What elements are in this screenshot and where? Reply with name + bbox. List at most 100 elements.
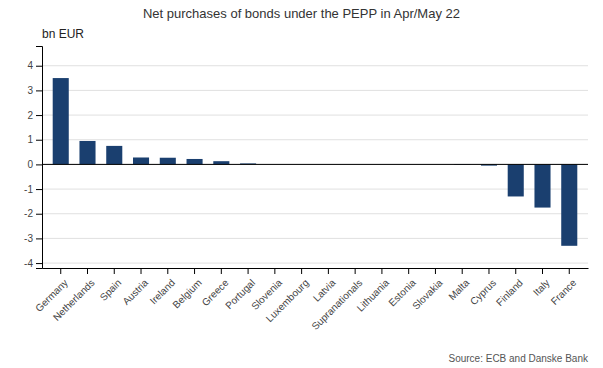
y-tick-mark [36, 115, 42, 116]
x-tick-label: Belgium [170, 277, 203, 310]
x-tick-mark [248, 268, 249, 274]
bar [508, 164, 524, 196]
y-tick: 2 [27, 110, 42, 121]
grid-line [42, 139, 588, 140]
x-tick-mark [60, 268, 61, 274]
y-tick-label: 0 [27, 159, 33, 170]
x-tick: Supranationals [309, 268, 364, 332]
x-tick-mark [221, 268, 222, 274]
x-tick-label: Lithuania [355, 277, 392, 314]
y-tick-label: -4 [24, 258, 33, 269]
x-tick-label: Netherlands [51, 277, 97, 323]
bar [133, 157, 149, 164]
y-tick: 0 [27, 159, 42, 170]
grid-line [42, 263, 588, 264]
y-tick-mark [36, 189, 42, 190]
x-tick-mark [194, 268, 195, 274]
x-tick: Cyprus [468, 268, 498, 307]
y-axis: -4 -3 -2 -1 0 1 2 3 4 [24, 47, 42, 269]
x-tick-mark [114, 268, 115, 274]
x-tick-mark [355, 268, 356, 274]
x-tick-label: Italy [531, 277, 552, 298]
grid-line [42, 90, 588, 91]
y-tick: 3 [27, 85, 42, 96]
bar [160, 158, 176, 165]
grid-line [42, 164, 588, 165]
bars [53, 78, 578, 246]
zero-line [42, 164, 588, 165]
x-tick: Belgium [170, 268, 203, 310]
grid-line [42, 238, 588, 239]
chart: -4 -3 -2 -1 0 1 2 3 4 GermanyNetherlandsSpainAust… [0, 0, 603, 368]
y-tick-mark [36, 140, 42, 141]
y-tick-mark [36, 164, 42, 165]
bar [534, 164, 550, 207]
y-tick: 4 [27, 60, 42, 71]
x-tick: Netherlands [51, 268, 97, 323]
x-tick-mark [381, 268, 382, 274]
y-tick-label: -1 [24, 184, 33, 195]
y-tick: -2 [24, 208, 42, 219]
bar [79, 141, 95, 164]
x-tick-label: Finland [494, 277, 525, 308]
source-note: Source: ECB and Danske Bank [448, 353, 589, 364]
x-tick: Slovakia [410, 268, 445, 312]
y-tick-label: -3 [24, 233, 33, 244]
grid [42, 66, 588, 263]
x-tick: Finland [494, 268, 525, 308]
grid-line [42, 65, 588, 66]
y-axis-label: bn EUR [42, 27, 84, 41]
y-axis-line [36, 47, 43, 269]
y-tick: 1 [27, 134, 42, 145]
y-tick-label: -2 [24, 208, 33, 219]
y-tick: -1 [24, 184, 42, 195]
x-tick: Austria [120, 268, 150, 307]
y-tick-mark [36, 214, 42, 215]
x-tick: Italy [531, 268, 552, 298]
x-tick-mark [542, 268, 543, 274]
plot: -4 -3 -2 -1 0 1 2 3 4 GermanyNetherlandsSpainAust… [24, 47, 588, 333]
bar [561, 164, 577, 245]
x-tick: Latvia [311, 268, 338, 304]
y-tick-mark [36, 263, 42, 264]
bar [187, 159, 203, 164]
x-tick-mark [167, 268, 168, 274]
x-tick-mark [328, 268, 329, 274]
x-tick: Spain [98, 268, 124, 303]
x-tick: France [549, 268, 579, 307]
x-tick: Luxembourg [264, 268, 311, 324]
y-tick-label: 3 [27, 85, 33, 96]
x-tick-mark [488, 268, 489, 274]
grid-line [42, 115, 588, 116]
x-tick-mark [462, 268, 463, 274]
x-tick-mark [141, 268, 142, 274]
x-tick-mark [569, 268, 570, 274]
x-tick-mark [408, 268, 409, 274]
x-tick: Malta [446, 268, 471, 302]
x-tick-label: Slovakia [410, 277, 445, 312]
x-tick-mark [87, 268, 88, 274]
x-tick-mark [274, 268, 275, 274]
bar [106, 146, 122, 165]
x-axis-line [43, 268, 589, 269]
y-tick-mark [36, 238, 42, 239]
title: Net purchases of bonds under the PEPP in… [143, 6, 460, 21]
x-tick-label: France [549, 277, 579, 307]
x-tick-mark [435, 268, 436, 274]
y-tick: -3 [24, 233, 42, 244]
x-axis: GermanyNetherlandsSpainAustriaIrelandBel… [33, 268, 588, 332]
x-tick-mark [301, 268, 302, 274]
bar [53, 78, 69, 164]
y-tick-label: 4 [27, 60, 33, 71]
y-tick-label: 2 [27, 110, 33, 121]
y-tick-mark [36, 66, 42, 67]
grid-line [42, 189, 588, 190]
x-tick-label: Austria [120, 277, 150, 307]
x-tick-mark [515, 268, 516, 274]
x-tick-label: Luxembourg [264, 277, 311, 324]
grid-line [42, 213, 588, 214]
x-tick: Lithuania [355, 268, 392, 314]
x-tick-label: Cyprus [468, 277, 498, 307]
y-tick-mark [36, 90, 42, 91]
y-tick-label: 1 [27, 134, 33, 145]
